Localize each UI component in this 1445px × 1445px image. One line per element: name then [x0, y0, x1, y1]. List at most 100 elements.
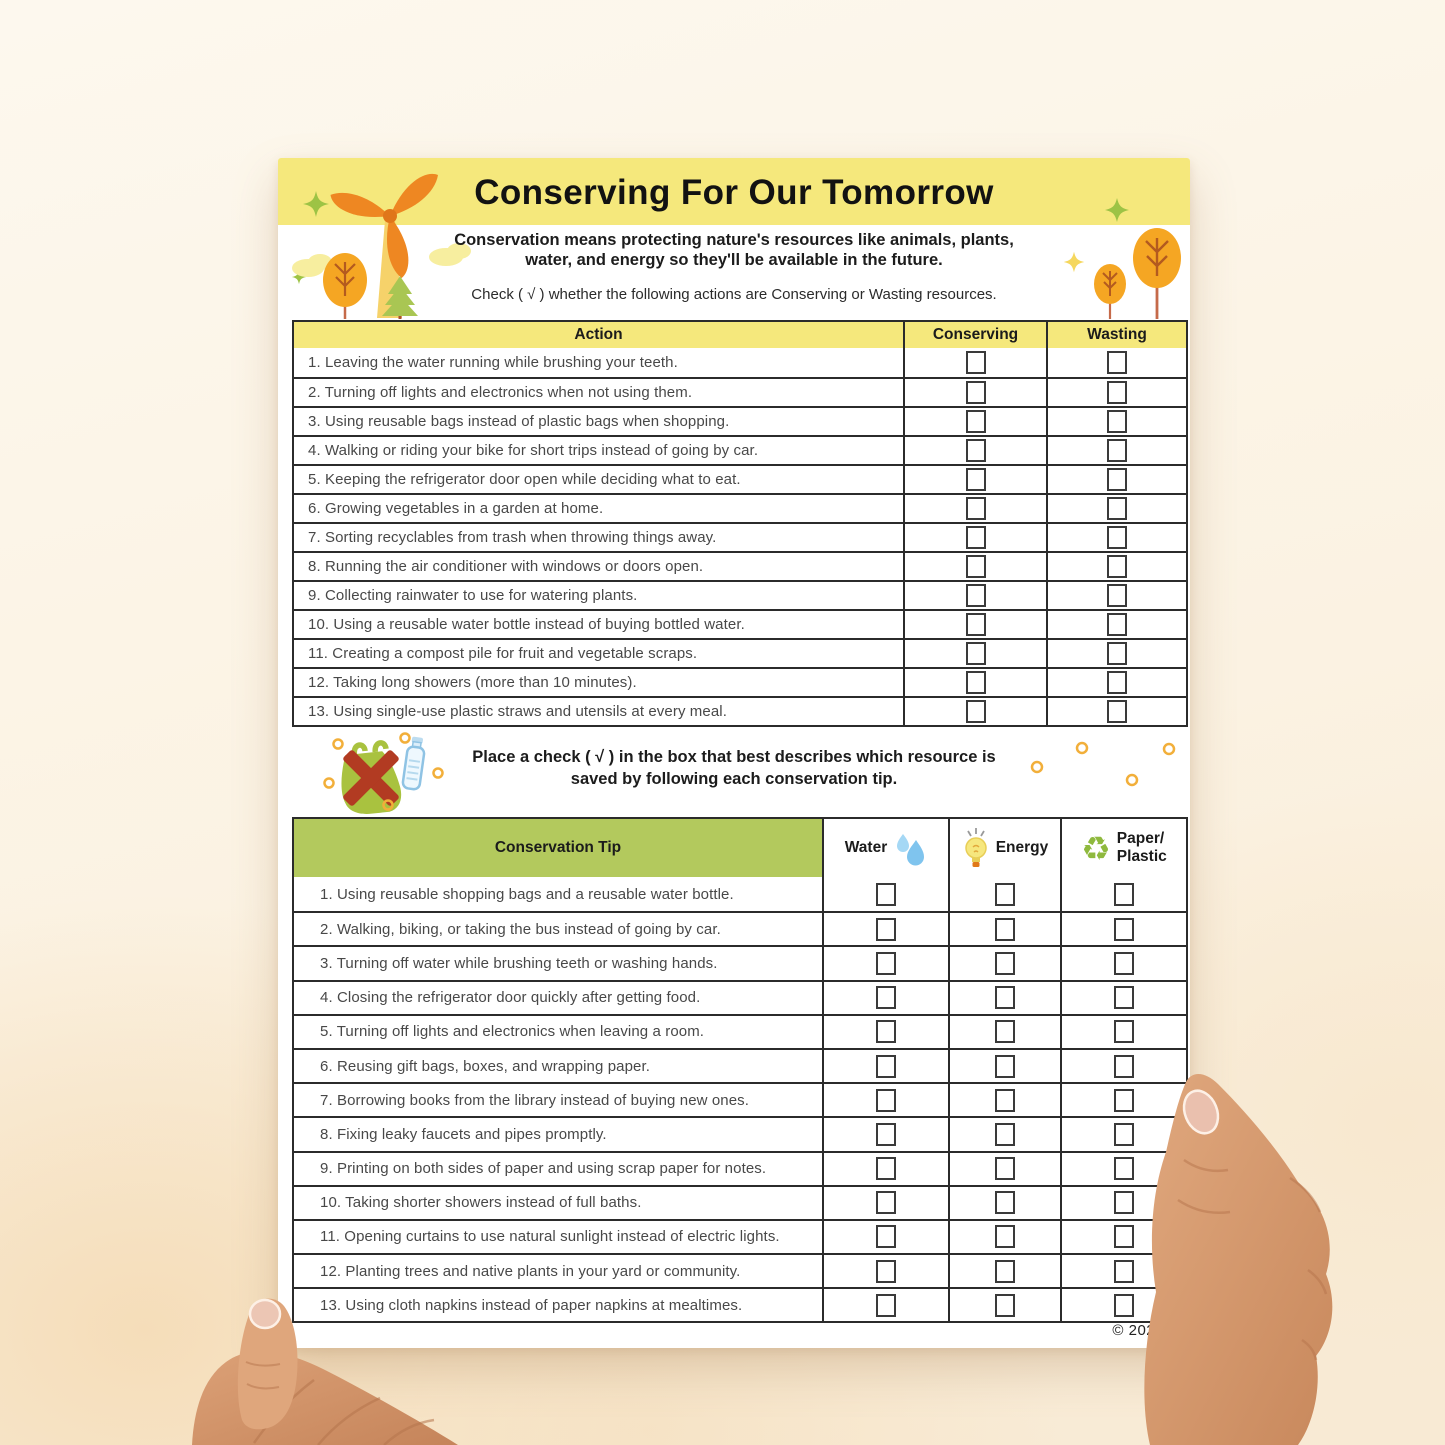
- action-row-text: 7. Sorting recyclables from trash when t…: [308, 529, 717, 546]
- conservation-tip-table: Conservation Tip Water Energy: [292, 817, 1188, 1324]
- wasting-checkbox[interactable]: [1107, 671, 1127, 694]
- energy-checkbox[interactable]: [995, 1293, 1015, 1317]
- conserving-checkbox[interactable]: [965, 613, 986, 636]
- energy-checkbox[interactable]: [995, 1122, 1015, 1146]
- water-checkbox[interactable]: [876, 1157, 896, 1181]
- conserving-checkbox[interactable]: [965, 410, 986, 433]
- water-checkbox[interactable]: [876, 1122, 896, 1146]
- wasting-checkbox[interactable]: [1107, 526, 1127, 549]
- paper-plastic-checkbox-cell: [1060, 1084, 1186, 1117]
- wasting-checkbox[interactable]: [1107, 497, 1127, 520]
- conserving-checkbox-cell: [903, 698, 1046, 725]
- conserving-checkbox-cell: [903, 553, 1046, 580]
- conserving-checkbox[interactable]: [965, 497, 986, 520]
- paper-plastic-checkbox[interactable]: [1114, 882, 1134, 906]
- paper-plastic-checkbox[interactable]: [1114, 986, 1134, 1010]
- action-row-text: 9. Collecting rainwater to use for water…: [308, 587, 638, 604]
- energy-checkbox-cell: [948, 1255, 1060, 1288]
- column-header-action: Action: [574, 326, 623, 343]
- water-checkbox-cell: [822, 1152, 948, 1185]
- tip-row-text: 6. Reusing gift bags, boxes, and wrappin…: [320, 1057, 651, 1075]
- conserving-checkbox[interactable]: [965, 468, 986, 491]
- water-checkbox[interactable]: [876, 1054, 896, 1078]
- energy-checkbox[interactable]: [995, 1088, 1015, 1112]
- paper-plastic-checkbox[interactable]: [1114, 1191, 1134, 1215]
- conserving-checkbox[interactable]: [965, 700, 986, 723]
- water-checkbox[interactable]: [876, 882, 896, 906]
- water-checkbox[interactable]: [876, 1293, 896, 1317]
- paper-plastic-checkbox-cell: [1060, 1118, 1186, 1151]
- wasting-checkbox[interactable]: [1107, 555, 1127, 578]
- energy-checkbox[interactable]: [995, 986, 1015, 1010]
- conserving-checkbox[interactable]: [965, 555, 986, 578]
- conserving-checkbox[interactable]: [965, 671, 986, 694]
- conserving-checkbox-cell: [903, 437, 1046, 464]
- wasting-checkbox[interactable]: [1107, 584, 1127, 607]
- paper-plastic-checkbox[interactable]: [1114, 1122, 1134, 1146]
- energy-checkbox-cell: [948, 1084, 1060, 1117]
- conserving-checkbox[interactable]: [965, 439, 986, 462]
- conserving-checkbox[interactable]: [965, 526, 986, 549]
- water-checkbox[interactable]: [876, 986, 896, 1010]
- energy-checkbox[interactable]: [995, 1259, 1015, 1283]
- wasting-checkbox[interactable]: [1107, 642, 1127, 665]
- table2-header-row: Conservation Tip Water Energy: [294, 819, 1186, 877]
- water-checkbox[interactable]: [876, 1259, 896, 1283]
- energy-checkbox[interactable]: [995, 1191, 1015, 1215]
- wasting-checkbox-cell: [1046, 640, 1186, 667]
- action-row: 12. Taking long showers (more than 10 mi…: [294, 667, 1186, 696]
- energy-checkbox-cell: [948, 981, 1060, 1014]
- paper-plastic-checkbox[interactable]: [1114, 1259, 1134, 1283]
- paper-plastic-checkbox[interactable]: [1114, 951, 1134, 975]
- paper-plastic-checkbox[interactable]: [1114, 1157, 1134, 1181]
- paper-plastic-checkbox[interactable]: [1114, 1225, 1134, 1249]
- paper-plastic-checkbox[interactable]: [1114, 917, 1134, 941]
- paper-plastic-checkbox-cell: [1060, 1152, 1186, 1185]
- water-checkbox[interactable]: [876, 917, 896, 941]
- column-header-paper-plastic: ♻ Paper/ Plastic: [1060, 819, 1186, 877]
- action-row-text: 2. Turning off lights and electronics wh…: [308, 384, 693, 401]
- conserving-checkbox[interactable]: [965, 584, 986, 607]
- conserving-checkbox-cell: [903, 582, 1046, 609]
- wasting-checkbox[interactable]: [1107, 381, 1127, 404]
- energy-checkbox[interactable]: [995, 1157, 1015, 1181]
- water-checkbox[interactable]: [876, 1088, 896, 1112]
- conserving-checkbox[interactable]: [965, 642, 986, 665]
- energy-checkbox-cell: [948, 1220, 1060, 1254]
- energy-checkbox[interactable]: [995, 951, 1015, 975]
- water-checkbox[interactable]: [876, 1191, 896, 1215]
- energy-checkbox[interactable]: [995, 1225, 1015, 1249]
- water-checkbox[interactable]: [876, 1020, 896, 1044]
- energy-checkbox[interactable]: [995, 1020, 1015, 1044]
- conserving-checkbox-cell: [903, 669, 1046, 696]
- paper-plastic-checkbox[interactable]: [1114, 1293, 1134, 1317]
- paper-plastic-checkbox[interactable]: [1114, 1020, 1134, 1044]
- water-checkbox[interactable]: [876, 1225, 896, 1249]
- energy-checkbox-cell: [948, 947, 1060, 980]
- wasting-checkbox[interactable]: [1107, 468, 1127, 491]
- energy-checkbox[interactable]: [995, 1054, 1015, 1078]
- wasting-checkbox[interactable]: [1107, 410, 1127, 433]
- wasting-checkbox[interactable]: [1107, 351, 1127, 374]
- paper-plastic-checkbox[interactable]: [1114, 1054, 1134, 1078]
- conserving-checkbox[interactable]: [965, 351, 986, 374]
- wasting-checkbox[interactable]: [1107, 439, 1127, 462]
- water-checkbox-cell: [822, 1255, 948, 1288]
- water-checkbox-cell: [822, 981, 948, 1014]
- energy-checkbox[interactable]: [995, 917, 1015, 941]
- energy-checkbox-cell: [948, 1118, 1060, 1151]
- table2-instruction-line2: saved by following each conservation tip…: [570, 770, 898, 789]
- tip-row-text: 10. Taking shorter showers instead of fu…: [320, 1194, 642, 1212]
- wasting-checkbox[interactable]: [1107, 613, 1127, 636]
- x-mark-icon: [343, 750, 399, 806]
- conserving-checkbox[interactable]: [965, 381, 986, 404]
- water-checkbox-cell: [822, 1220, 948, 1254]
- wasting-checkbox-cell: [1046, 669, 1186, 696]
- tip-row: 12. Planting trees and native plants in …: [294, 1253, 1186, 1288]
- paper-plastic-checkbox[interactable]: [1114, 1088, 1134, 1112]
- action-row: 9. Collecting rainwater to use for water…: [294, 580, 1186, 609]
- wasting-checkbox[interactable]: [1107, 700, 1127, 723]
- water-checkbox[interactable]: [876, 951, 896, 975]
- wasting-checkbox-cell: [1046, 524, 1186, 551]
- energy-checkbox[interactable]: [995, 882, 1015, 906]
